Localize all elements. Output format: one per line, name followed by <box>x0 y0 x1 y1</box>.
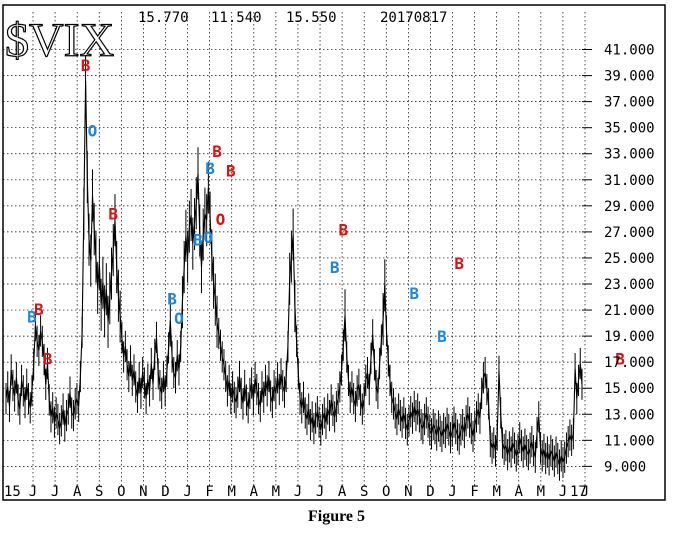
header-close: 15.550 <box>286 10 337 26</box>
y-tick-label: 39.000 <box>604 69 655 85</box>
x-tick-label: A <box>73 484 82 500</box>
vix-price-line <box>5 80 583 466</box>
x-tick-label: F <box>205 484 213 500</box>
buy-signal-marker: B <box>615 349 625 368</box>
buy-signal-marker: B <box>409 284 419 303</box>
buy-signal-marker: B <box>167 289 177 308</box>
header-low: 11.540 <box>211 10 262 26</box>
x-tick-label: J <box>294 484 302 500</box>
x-tick-label: S <box>95 484 103 500</box>
y-tick-label: 35.000 <box>604 121 655 137</box>
y-axis: 9.000 11.000 13.000 15.000 17.000 19.000 21.00… <box>582 43 655 475</box>
price-series <box>5 54 583 481</box>
y-tick-label: 23.000 <box>604 277 655 293</box>
buy-signal-marker: B <box>205 159 215 178</box>
y-tick-label: 27.000 <box>604 225 655 241</box>
y-tick-label: 21.000 <box>604 303 655 319</box>
x-tick-label: J <box>559 484 567 500</box>
buy-signal-marker: B <box>437 327 447 346</box>
y-tick-label: 13.000 <box>604 407 655 423</box>
x-axis: 15 J J A S O N D J F M A M J J A S O N D J F M A M J J17 <box>4 484 589 500</box>
buy-signal-marker: B <box>108 205 118 224</box>
y-tick-label: 17.000 <box>604 355 655 371</box>
x-tick-label: M <box>492 484 500 500</box>
x-tick-label: A <box>515 484 524 500</box>
chart-frame <box>2 4 666 501</box>
buy-signal-marker: B <box>193 231 203 250</box>
x-tick-label: J <box>29 484 37 500</box>
x-tick-label-suffix: 17 <box>570 484 587 500</box>
x-tick-label: S <box>360 484 368 500</box>
y-tick-label: 25.000 <box>604 251 655 267</box>
buy-signal-marker: B <box>27 308 37 327</box>
y-tick-label: 33.000 <box>604 147 655 163</box>
header-date: 20170817 <box>380 10 447 26</box>
x-tick-label: M <box>537 484 545 500</box>
y-tick-label: 19.000 <box>604 329 655 345</box>
x-tick-label: F <box>470 484 478 500</box>
x-tick-label: N <box>139 484 147 500</box>
y-tick-label: 31.000 <box>604 173 655 189</box>
buy-signal-marker: B <box>81 56 91 75</box>
buy-signal-marker: B <box>226 162 236 181</box>
buy-signal-marker: B <box>338 220 348 239</box>
other-signal-marker: O <box>88 121 98 140</box>
other-signal-marker: O <box>204 228 214 247</box>
x-tick-label-prefix: 15 <box>4 484 21 500</box>
buy-signal-marker: B <box>34 300 44 319</box>
header-open: 15.770 <box>138 10 189 26</box>
y-tick-label: 37.000 <box>604 95 655 111</box>
x-tick-label: D <box>426 484 434 500</box>
other-signal-marker: O <box>216 210 226 229</box>
buy-signal-marker: B <box>454 254 464 273</box>
y-tick-label: 9.000 <box>604 459 646 475</box>
x-tick-label: M <box>272 484 280 500</box>
y-tick-label: 15.000 <box>604 381 655 397</box>
x-tick-label: O <box>382 484 390 500</box>
chart-title: $VIX <box>5 14 114 67</box>
x-tick-label: J <box>51 484 59 500</box>
x-tick-label: J <box>183 484 191 500</box>
buy-signal-marker: B <box>330 258 340 277</box>
x-tick-label: N <box>404 484 412 500</box>
x-tick-label: J <box>448 484 456 500</box>
x-tick-label: M <box>228 484 236 500</box>
x-tick-label: J <box>581 484 589 500</box>
buy-signal-marker: B <box>212 142 222 161</box>
y-tick-label: 41.000 <box>604 43 655 59</box>
x-tick-label: D <box>161 484 169 500</box>
y-tick-label: 11.000 <box>604 433 655 449</box>
other-signal-marker: O <box>174 309 184 328</box>
figure-caption: Figure 5 <box>307 508 366 525</box>
buy-signal-marker: B <box>43 349 53 368</box>
x-tick-label: O <box>117 484 125 500</box>
y-tick-label: 29.000 <box>604 199 655 215</box>
x-tick-label: A <box>250 484 259 500</box>
signal-markers: BBBBOBBOBOBBOBBBBBBBBO <box>27 56 625 368</box>
x-tick-label: A <box>338 484 347 500</box>
x-tick-label: J <box>316 484 324 500</box>
